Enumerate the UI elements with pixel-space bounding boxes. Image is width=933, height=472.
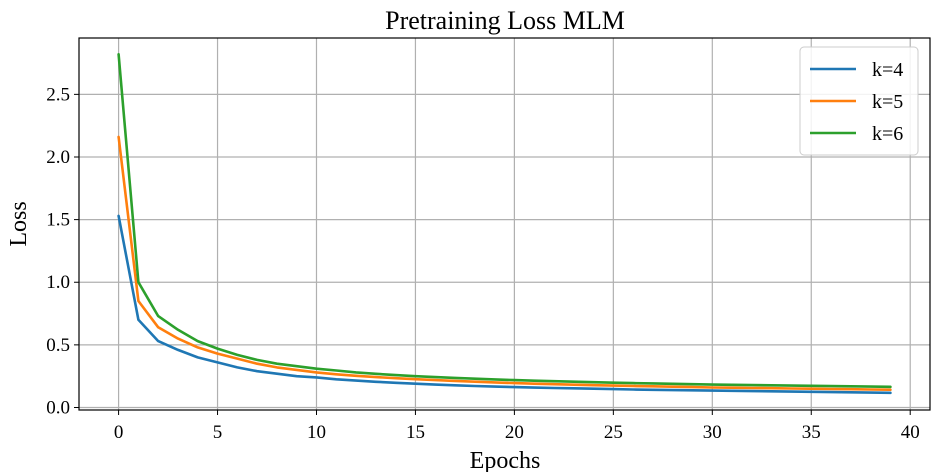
x-tick-label: 30 — [703, 422, 722, 443]
y-tick-label: 2.5 — [46, 84, 70, 105]
y-tick-label: 2.0 — [46, 147, 70, 168]
x-axis-label: Epochs — [470, 448, 541, 472]
series-line-k=5 — [117, 135, 892, 392]
x-tick-label: 10 — [307, 422, 326, 443]
chart-title: Pretraining Loss MLM — [385, 6, 625, 35]
y-tick-label: 1.0 — [46, 272, 70, 293]
x-tick-label: 15 — [406, 422, 425, 443]
y-ticks: 0.0 0.5 1.0 1.5 2.0 2.5 — [46, 84, 79, 418]
x-tick-label: 40 — [901, 422, 920, 443]
legend-label: k=4 — [872, 59, 903, 81]
x-tick-label: 0 — [114, 422, 124, 443]
x-tick-label: 25 — [604, 422, 623, 443]
legend: k=4 k=5 k=6 — [799, 46, 919, 156]
x-ticks: 0 5 10 15 20 25 30 35 40 — [114, 410, 920, 443]
x-tick-label: 35 — [802, 422, 821, 443]
legend-label: k=6 — [872, 123, 903, 145]
legend-box — [799, 46, 919, 156]
y-tick-label: 0.5 — [46, 335, 70, 356]
plot-frame — [78, 37, 931, 411]
legend-label: k=5 — [872, 91, 903, 113]
y-axis-label: Loss — [6, 201, 32, 246]
x-tick-label: 5 — [213, 422, 223, 443]
y-tick-label: 1.5 — [46, 210, 70, 231]
grid — [79, 38, 930, 410]
y-tick-label: 0.0 — [46, 397, 70, 418]
series-lines — [117, 52, 892, 395]
x-tick-label: 20 — [505, 422, 524, 443]
series-line-k=4 — [117, 214, 892, 395]
series-line-k=6 — [117, 52, 892, 389]
